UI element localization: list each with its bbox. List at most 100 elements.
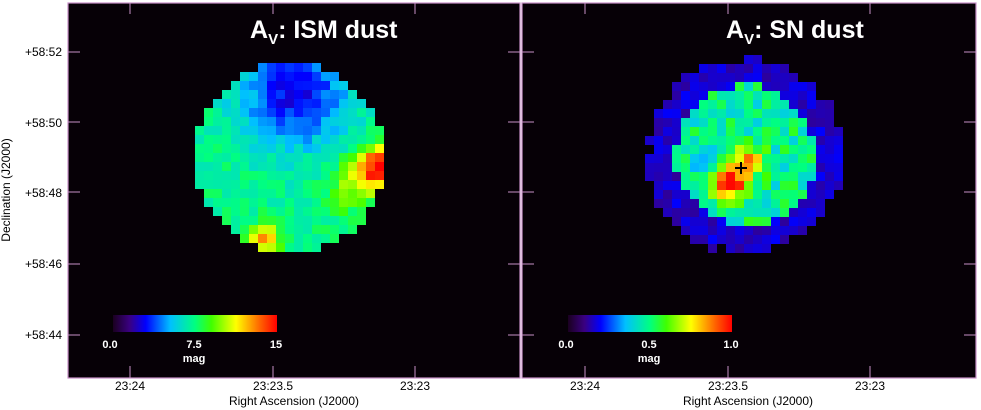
colorbar-tick: 1.0 xyxy=(723,339,738,351)
map-pixel xyxy=(708,91,717,100)
map-pixel xyxy=(735,208,744,217)
map-pixel xyxy=(753,82,762,91)
map-pixel xyxy=(735,118,744,127)
map-pixel xyxy=(798,82,807,91)
map-pixel xyxy=(357,99,366,108)
map-pixel xyxy=(744,136,753,145)
map-pixel xyxy=(717,181,726,190)
map-pixel xyxy=(762,145,771,154)
map-pixel xyxy=(762,82,771,91)
map-pixel xyxy=(681,127,690,136)
map-pixel xyxy=(798,100,807,109)
map-pixel xyxy=(726,199,735,208)
map-pixel xyxy=(807,127,816,136)
map-pixel xyxy=(267,207,276,216)
map-pixel xyxy=(195,162,204,171)
map-pixel xyxy=(708,217,717,226)
map-pixel xyxy=(771,127,780,136)
map-pixel xyxy=(249,90,258,99)
map-pixel xyxy=(753,208,762,217)
map-pixel xyxy=(816,100,825,109)
map-pixel xyxy=(690,235,699,244)
map-pixel xyxy=(249,72,258,81)
map-pixel xyxy=(717,235,726,244)
map-pixel xyxy=(303,207,312,216)
map-pixel xyxy=(762,127,771,136)
map-pixel xyxy=(213,198,222,207)
map-pixel xyxy=(321,99,330,108)
map-pixel xyxy=(762,100,771,109)
map-pixel xyxy=(771,73,780,82)
map-pixel xyxy=(654,145,663,154)
map-pixel xyxy=(771,91,780,100)
map-pixel xyxy=(276,171,285,180)
map-pixel xyxy=(726,118,735,127)
map-pixel xyxy=(789,163,798,172)
map-pixel xyxy=(726,226,735,235)
map-pixel xyxy=(213,162,222,171)
map-pixel xyxy=(213,180,222,189)
map-pixel xyxy=(249,207,258,216)
map-pixel xyxy=(258,90,267,99)
map-pixel xyxy=(312,207,321,216)
map-pixel xyxy=(222,144,231,153)
map-pixel xyxy=(357,189,366,198)
map-pixel xyxy=(735,64,744,73)
map-pixel xyxy=(276,72,285,81)
map-pixel xyxy=(753,136,762,145)
map-pixel xyxy=(294,63,303,72)
map-pixel xyxy=(780,91,789,100)
map-pixel xyxy=(798,109,807,118)
map-pixel xyxy=(735,82,744,91)
map-pixel xyxy=(366,198,375,207)
maps xyxy=(195,55,843,253)
map-pixel xyxy=(717,136,726,145)
map-pixel xyxy=(249,225,258,234)
map-pixel xyxy=(339,153,348,162)
map-pixel xyxy=(303,234,312,243)
x-tick-label: 23:23.5 xyxy=(253,379,293,393)
map-pixel xyxy=(825,109,834,118)
map-pixel xyxy=(834,154,843,163)
map-pixel xyxy=(780,217,789,226)
map-pixel xyxy=(645,172,654,181)
map-pixel xyxy=(780,64,789,73)
map-pixel xyxy=(717,199,726,208)
map-pixel xyxy=(645,136,654,145)
map-pixel xyxy=(789,199,798,208)
map-pixel xyxy=(357,153,366,162)
map-pixel xyxy=(780,190,789,199)
map-pixel xyxy=(663,109,672,118)
map-pixel xyxy=(807,136,816,145)
map-pixel xyxy=(780,235,789,244)
map-pixel xyxy=(213,135,222,144)
map-pixel xyxy=(285,162,294,171)
map-pixel xyxy=(276,126,285,135)
map-pixel xyxy=(771,181,780,190)
map-pixel xyxy=(690,91,699,100)
map-pixel xyxy=(726,64,735,73)
map-pixel xyxy=(699,109,708,118)
map-pixel xyxy=(294,153,303,162)
panel-title: AV: ISM dust xyxy=(250,16,398,48)
map-pixel xyxy=(816,145,825,154)
map-pixel xyxy=(672,145,681,154)
map-pixel xyxy=(708,226,717,235)
y-tick-label: +58:50 xyxy=(25,116,62,130)
map-pixel xyxy=(762,109,771,118)
map-pixel xyxy=(339,81,348,90)
map-pixel xyxy=(240,180,249,189)
map-pixel xyxy=(195,171,204,180)
map-pixel xyxy=(204,117,213,126)
map-pixel xyxy=(771,163,780,172)
map-pixel xyxy=(195,153,204,162)
map-pixel xyxy=(771,118,780,127)
map-pixel xyxy=(312,180,321,189)
map-pixel xyxy=(798,208,807,217)
map-pixel xyxy=(294,180,303,189)
map-pixel xyxy=(672,181,681,190)
map-pixel xyxy=(276,99,285,108)
map-pixel xyxy=(780,127,789,136)
map-pixel xyxy=(690,127,699,136)
map-pixel xyxy=(213,207,222,216)
